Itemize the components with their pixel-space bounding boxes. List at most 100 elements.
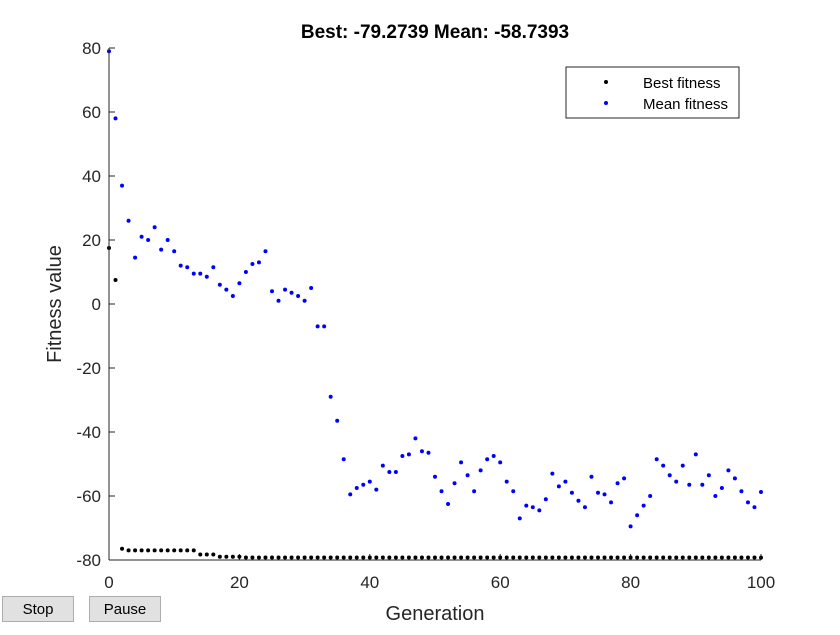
- data-point-mean: [732, 476, 737, 481]
- y-tick-label: 0: [92, 295, 101, 314]
- data-point-mean: [446, 502, 451, 506]
- data-point-mean: [204, 274, 209, 279]
- data-point-mean: [328, 394, 333, 399]
- data-point-mean: [615, 481, 620, 486]
- data-point-best: [693, 555, 698, 560]
- data-point-mean: [622, 476, 627, 481]
- data-point-best: [387, 555, 392, 560]
- data-point-best: [243, 555, 248, 560]
- data-point-mean: [380, 463, 385, 468]
- data-point-best: [276, 555, 281, 560]
- data-point-mean: [126, 218, 131, 223]
- data-point-mean: [256, 260, 261, 265]
- data-point-mean: [589, 474, 594, 479]
- data-point-mean: [693, 452, 698, 457]
- tick-layer: 0 20 40 60 80 100 -80 -60 -40 -20 0 20 40 60 80: [76, 39, 775, 592]
- data-point-mean: [276, 298, 281, 303]
- data-point-best: [263, 555, 268, 560]
- data-point-best: [419, 555, 424, 560]
- data-point-best: [328, 555, 333, 560]
- data-point-mean: [524, 503, 529, 508]
- y-tick-label: 60: [82, 103, 101, 122]
- data-point-best: [406, 555, 411, 560]
- y-tick-label: -40: [76, 423, 101, 442]
- data-point-best: [126, 548, 131, 553]
- data-point-best: [615, 555, 620, 560]
- data-point-mean: [191, 271, 196, 276]
- data-point-mean: [198, 271, 203, 276]
- data-point-mean: [713, 494, 718, 498]
- data-point-mean: [419, 449, 424, 454]
- data-point-best: [446, 555, 451, 560]
- data-point-best: [426, 555, 431, 560]
- data-point-mean: [439, 489, 444, 494]
- pause-button[interactable]: Pause: [89, 596, 161, 622]
- data-point-best: [498, 555, 503, 560]
- y-tick-label: -60: [76, 487, 101, 506]
- data-point-mean: [700, 482, 705, 487]
- legend-label-best: Best fitness: [643, 75, 721, 92]
- data-point-best: [178, 548, 183, 553]
- data-point-best: [706, 555, 711, 560]
- data-point-best: [159, 548, 164, 553]
- marker-layer: [107, 49, 763, 560]
- legend: Best fitness Mean fitness: [565, 66, 740, 119]
- data-point-best: [648, 555, 653, 560]
- data-point-best: [309, 555, 314, 560]
- data-point-best: [374, 555, 379, 560]
- data-point-mean: [283, 287, 288, 292]
- data-point-mean: [726, 468, 731, 473]
- data-point-mean: [752, 505, 757, 510]
- data-point-best: [602, 555, 607, 560]
- data-point-mean: [680, 463, 685, 468]
- data-point-best: [517, 555, 522, 560]
- data-point-mean: [511, 489, 516, 494]
- data-point-best: [217, 554, 222, 559]
- x-tick-label: 40: [360, 573, 379, 592]
- data-point-best: [485, 555, 490, 560]
- data-point-best: [191, 548, 196, 553]
- data-point-best: [289, 555, 294, 560]
- data-point-best: [491, 555, 496, 560]
- data-point-mean: [576, 498, 581, 503]
- data-point-mean: [687, 482, 692, 487]
- data-point-mean: [152, 225, 157, 230]
- data-point-mean: [498, 460, 503, 465]
- data-point-mean: [719, 486, 724, 490]
- data-point-mean: [243, 270, 248, 274]
- data-point-mean: [367, 479, 372, 484]
- data-point-mean: [654, 457, 659, 462]
- data-point-best: [120, 546, 125, 551]
- data-point-best: [439, 555, 444, 560]
- data-point-best: [354, 555, 359, 560]
- data-point-mean: [322, 324, 327, 329]
- data-point-mean: [263, 249, 268, 254]
- data-point-mean: [433, 474, 437, 479]
- data-point-best: [543, 555, 548, 560]
- data-point-mean: [178, 263, 183, 268]
- data-point-best: [537, 555, 542, 560]
- data-point-best: [250, 555, 255, 560]
- data-point-best: [596, 555, 600, 560]
- data-point-best: [687, 555, 692, 560]
- data-point-best: [341, 555, 346, 560]
- data-point-best: [380, 555, 385, 560]
- data-point-best: [719, 555, 724, 560]
- data-point-mean: [517, 516, 522, 521]
- data-point-best: [635, 555, 640, 560]
- data-point-mean: [185, 265, 190, 270]
- data-point-best: [667, 555, 672, 560]
- data-point-best: [204, 552, 209, 557]
- plot-area: [109, 48, 761, 560]
- x-tick-label: 20: [230, 573, 249, 592]
- data-point-best: [113, 278, 118, 282]
- data-point-best: [550, 555, 555, 560]
- data-point-mean: [504, 479, 509, 484]
- y-axis-label: Fitness value: [44, 245, 66, 363]
- legend-label-mean: Mean fitness: [643, 96, 728, 113]
- stop-button[interactable]: Stop: [2, 596, 74, 622]
- legend-marker-mean: [604, 101, 608, 105]
- data-point-mean: [635, 513, 640, 518]
- data-point-best: [133, 548, 138, 553]
